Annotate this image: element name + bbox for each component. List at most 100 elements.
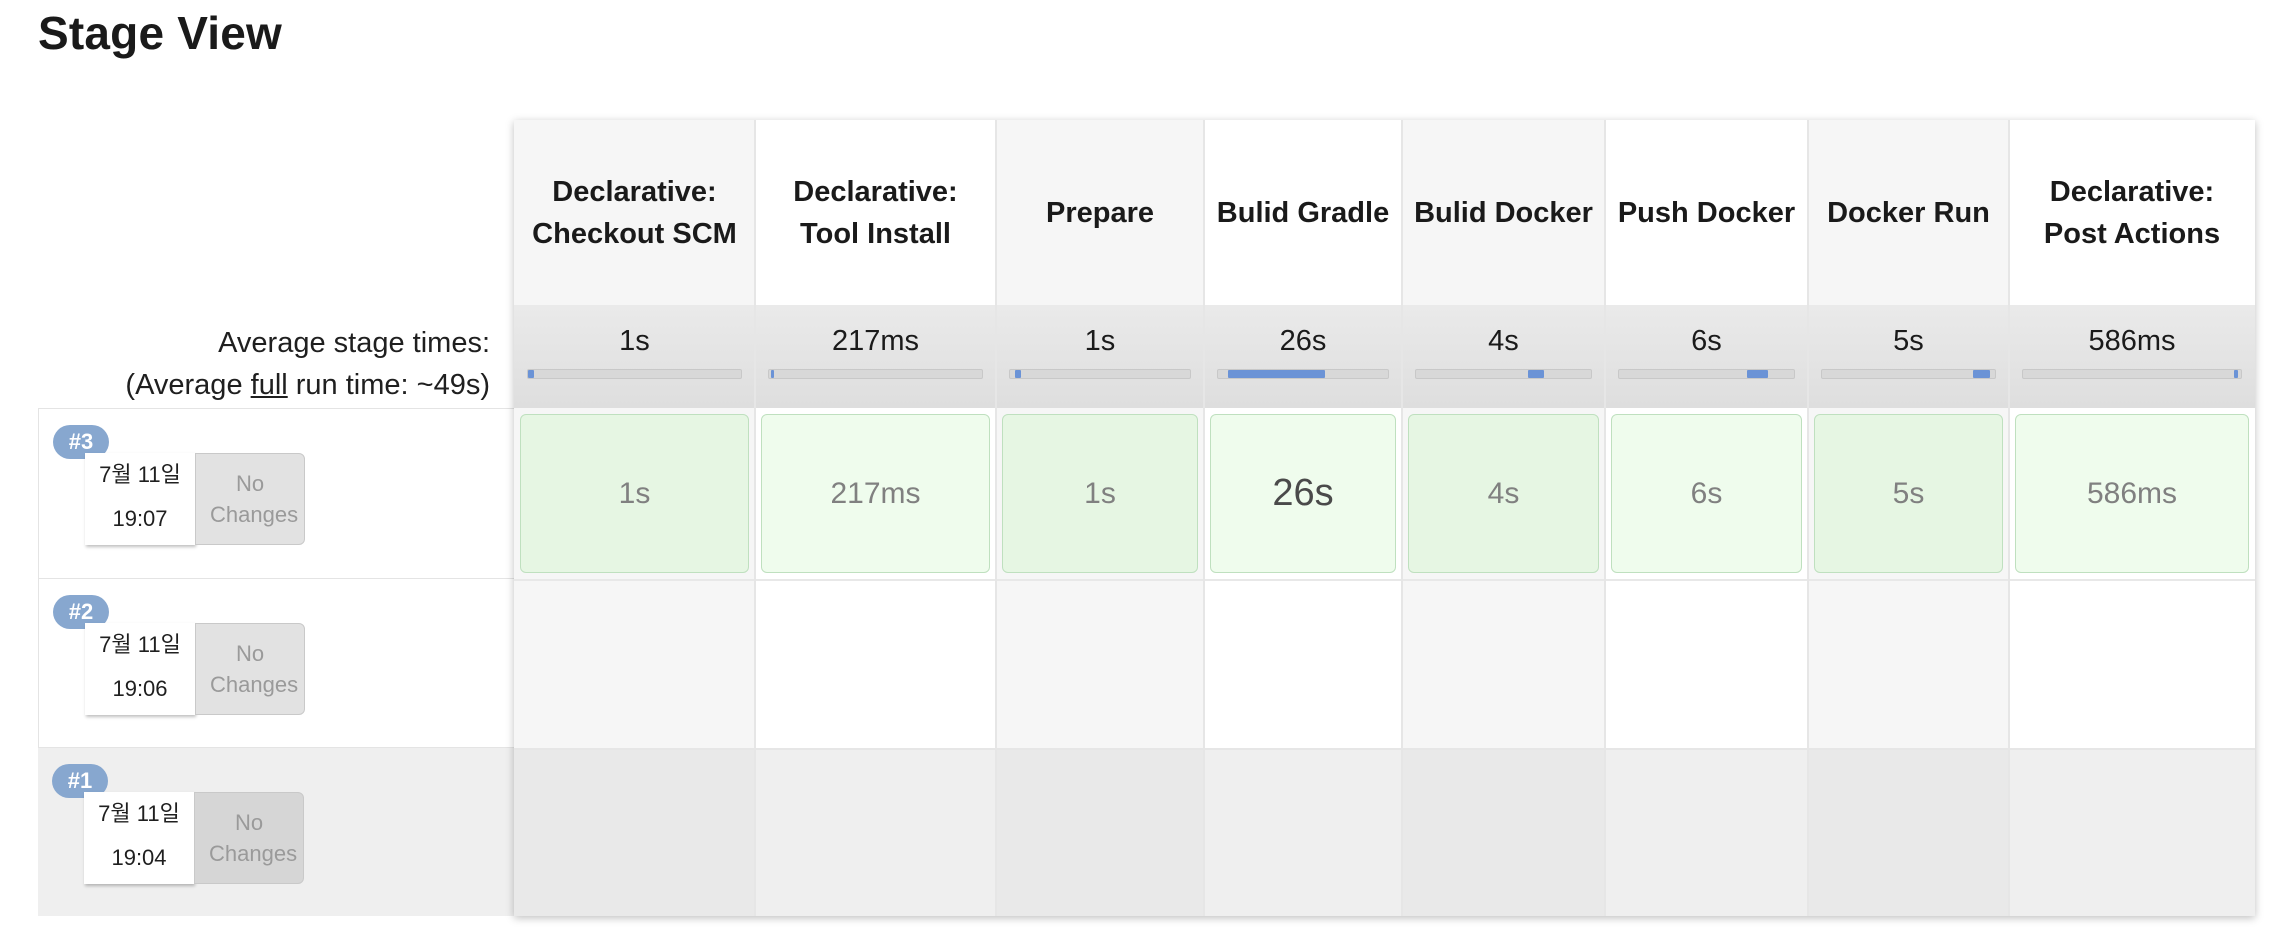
- build-date: 7월 11일: [98, 801, 180, 826]
- stage-result-cell: 1s: [996, 408, 1204, 579]
- stage-header: Declarative: Tool Install: [793, 175, 958, 250]
- average-stage-times-text: Average stage times:: [218, 327, 490, 359]
- stage-progress-track: [1618, 369, 1795, 379]
- stage-empty-cell: [1605, 748, 1808, 916]
- stage-header: Declarative: Checkout SCM: [532, 175, 737, 250]
- column-divider: [1401, 120, 1403, 916]
- build-changes-box[interactable]: No Changes: [195, 623, 305, 715]
- stage-progress-fill: [1528, 370, 1544, 378]
- build-changes-box[interactable]: No Changes: [194, 792, 304, 884]
- stage-empty-cell: [514, 579, 755, 748]
- stage-header: Docker Run: [1827, 196, 1990, 229]
- stage-success-box[interactable]: 217ms: [761, 414, 990, 573]
- stage-average-time-cell: 6s: [1605, 305, 1808, 408]
- stage-average-time: 6s: [1691, 325, 1722, 357]
- column-divider: [995, 120, 997, 916]
- stage-result-cell: 4s: [1402, 408, 1605, 579]
- build-row-1: #1 7월 11일 19:04 No Changes: [38, 748, 514, 916]
- stage-average-time-cell: 217ms: [755, 305, 996, 408]
- stage-success-box[interactable]: 1s: [1002, 414, 1198, 573]
- stage-average-time-cell: 5s: [1808, 305, 2009, 408]
- stage-result-cell: 26s: [1204, 408, 1402, 579]
- stage-result-cell: 586ms: [2009, 408, 2255, 579]
- stage-empty-cell: [1204, 579, 1402, 748]
- stage-progress-fill: [2234, 370, 2238, 378]
- stage-result-cell: 5s: [1808, 408, 2009, 579]
- stage-average-time-cell: 1s: [514, 305, 755, 408]
- build-time: 19:07: [112, 506, 168, 531]
- stage-empty-cell: [2009, 748, 2255, 916]
- stage-empty-cell: [996, 748, 1204, 916]
- build-time: 19:06: [112, 676, 168, 701]
- stage-average-time-cell: 586ms: [2009, 305, 2255, 408]
- build-changes-box[interactable]: No Changes: [195, 453, 305, 545]
- column-divider: [2008, 120, 2010, 916]
- stage-header: Bulid Gradle: [1216, 196, 1390, 229]
- stage-progress-track: [527, 369, 742, 379]
- stage-column: Declarative: Post Actions 586ms 586ms: [2009, 120, 2255, 916]
- column-divider: [1807, 120, 1809, 916]
- stage-table: Declarative: Checkout SCM 1s 1s Declarative…: [514, 120, 2255, 916]
- build-row-3: #3 7월 11일 19:07 No Changes: [38, 408, 514, 579]
- stage-average-time-cell: 1s: [996, 305, 1204, 408]
- stage-average-time: 586ms: [2088, 325, 2176, 357]
- stage-success-box[interactable]: 1s: [520, 414, 749, 573]
- stage-average-time-cell: 26s: [1204, 305, 1402, 408]
- stage-empty-cell: [1808, 579, 2009, 748]
- full-run-time-link[interactable]: full: [250, 369, 288, 401]
- column-divider: [754, 120, 756, 916]
- build-number-badge[interactable]: #3: [53, 425, 109, 459]
- build-date: 7월 11일: [99, 632, 181, 657]
- stage-empty-cell: [996, 579, 1204, 748]
- stage-column: Declarative: Checkout SCM 1s 1s: [514, 120, 755, 916]
- stage-progress-track: [1821, 369, 1996, 379]
- changes-label: No Changes: [210, 471, 299, 527]
- stage-success-box[interactable]: 26s: [1210, 414, 1396, 573]
- stage-average-time: 217ms: [831, 325, 920, 357]
- stage-column: Docker Run 5s 5s: [1808, 120, 2009, 916]
- stage-column: Bulid Gradle 26s 26s: [1204, 120, 1402, 916]
- column-divider: [1604, 120, 1606, 916]
- stage-progress-track: [1217, 369, 1389, 379]
- stage-empty-cell: [1605, 579, 1808, 748]
- stage-empty-cell: [1204, 748, 1402, 916]
- stage-average-time: 26s: [1279, 325, 1327, 357]
- stage-result-cell: 217ms: [755, 408, 996, 579]
- build-date: 7월 11일: [99, 462, 181, 487]
- stage-header: Push Docker: [1617, 196, 1796, 229]
- stage-header: Bulid Docker: [1414, 196, 1593, 229]
- page-title: Stage View: [38, 7, 283, 59]
- build-time: 19:04: [111, 845, 167, 870]
- build-date-box: 7월 11일 19:04: [84, 792, 194, 884]
- stage-progress-track: [1415, 369, 1592, 379]
- build-date-box: 7월 11일 19:07: [85, 453, 195, 545]
- average-stage-times-label: Average stage times: (Average full run t…: [38, 322, 490, 406]
- stage-average-time: 5s: [1893, 325, 1924, 357]
- stage-empty-cell: [755, 748, 996, 916]
- stage-result-cell: 6s: [1605, 408, 1808, 579]
- stage-success-box[interactable]: 4s: [1408, 414, 1599, 573]
- stage-progress-fill: [528, 370, 535, 378]
- changes-label: No Changes: [210, 641, 299, 697]
- stage-empty-cell: [2009, 579, 2255, 748]
- average-run-time-text: (Average full run time: ~49s): [125, 369, 490, 401]
- stage-empty-cell: [514, 748, 755, 916]
- stage-success-box[interactable]: 5s: [1814, 414, 2003, 573]
- stage-progress-track: [2022, 369, 2242, 379]
- stage-column: Declarative: Tool Install 217ms 217ms: [755, 120, 996, 916]
- stage-average-time: 4s: [1488, 325, 1519, 357]
- stage-empty-cell: [1402, 748, 1605, 916]
- stage-progress-track: [768, 369, 983, 379]
- stage-empty-cell: [755, 579, 996, 748]
- stage-header: Prepare: [1045, 196, 1154, 229]
- build-row-2: #2 7월 11일 19:06 No Changes: [38, 579, 514, 748]
- stage-progress-fill: [1228, 370, 1326, 378]
- stage-progress-fill: [771, 370, 775, 378]
- stage-success-box[interactable]: 6s: [1611, 414, 1802, 573]
- stage-empty-cell: [1808, 748, 2009, 916]
- stage-header: Declarative: Post Actions: [2043, 175, 2221, 250]
- stage-success-box[interactable]: 586ms: [2015, 414, 2249, 573]
- build-history-column: #3 7월 11일 19:07 No Changes #2 7월 11일 19:…: [38, 408, 514, 916]
- stage-average-time: 1s: [619, 325, 650, 357]
- stage-column: Bulid Docker 4s 4s: [1402, 120, 1605, 916]
